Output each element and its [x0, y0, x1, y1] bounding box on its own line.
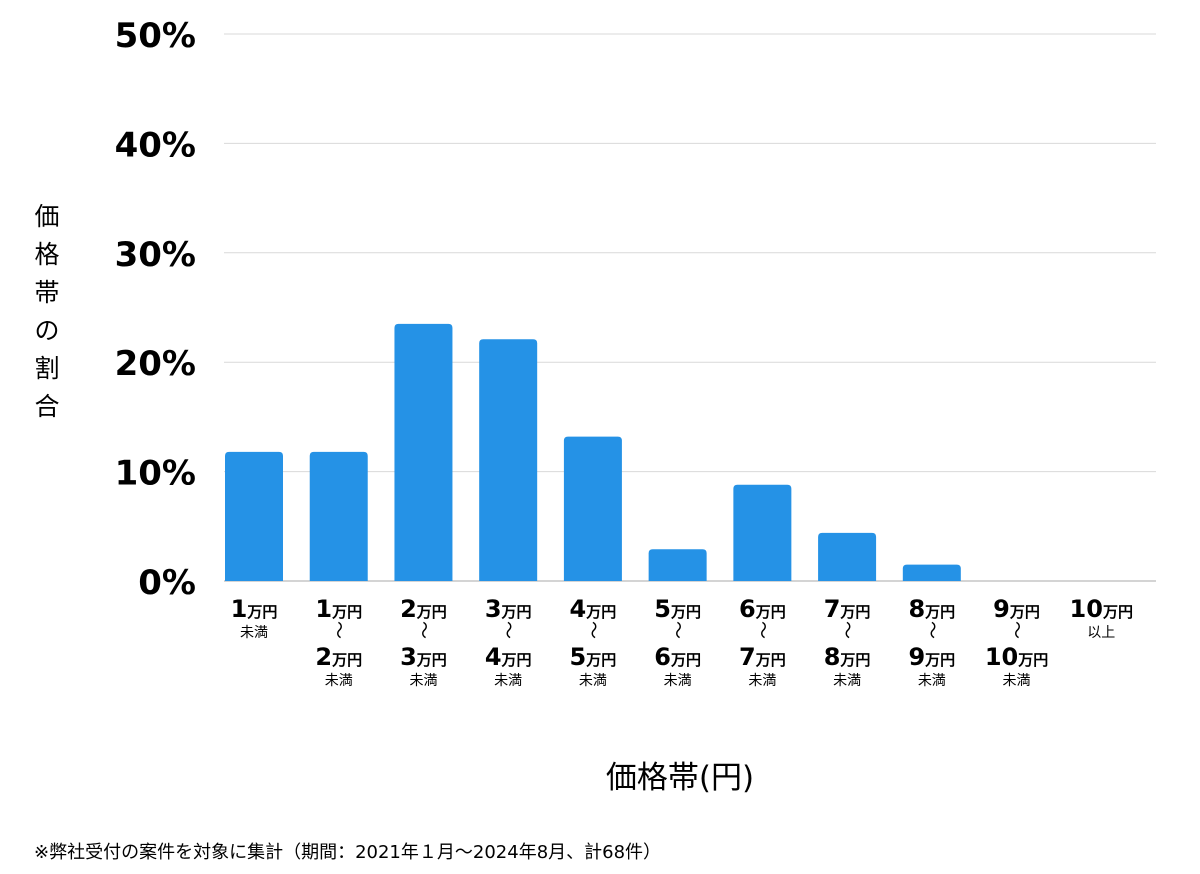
x-tick-sublabel: 未満 [1003, 673, 1031, 689]
x-tick-tilde: 〜 [836, 621, 857, 639]
x-tick-label: 1万円 [231, 595, 278, 623]
x-tick-sublabel: 以上 [1087, 625, 1115, 641]
x-tick-label: 2万円 [400, 595, 447, 623]
y-tick-label: 10% [115, 454, 196, 494]
bar [563, 436, 622, 581]
x-tick-label: 4万円 [570, 595, 617, 623]
x-tick-sublabel: 未満 [833, 673, 861, 689]
x-tick-tilde: 〜 [328, 621, 349, 639]
footnote: ※弊社受付の案件を対象に集計（期間：2021年１月〜2024年8月、計68件） [34, 842, 662, 863]
x-tick-tilde: 〜 [921, 621, 942, 639]
x-tick-label: 4万円 [485, 643, 532, 671]
bar [733, 484, 792, 581]
x-tick-sublabel: 未満 [748, 673, 776, 689]
x-tick-label: 10万円 [1070, 595, 1133, 623]
bar [648, 549, 707, 581]
x-tick-sublabel: 未満 [579, 673, 607, 689]
x-tick-label: 7万円 [824, 595, 871, 623]
x-tick-tilde: 〜 [582, 621, 603, 639]
x-tick-sublabel: 未満 [918, 673, 946, 689]
bar [394, 323, 453, 581]
x-tick-sublabel: 未満 [240, 625, 268, 641]
x-tick-sublabel: 未満 [664, 673, 692, 689]
x-tick-label: 7万円 [739, 643, 786, 671]
y-axis-label-char: 合 [34, 392, 60, 421]
x-tick-label: 8万円 [908, 595, 955, 623]
x-tick-label: 6万円 [739, 595, 786, 623]
y-axis-label-char: 帯 [34, 278, 60, 307]
y-axis-label-char: 価 [34, 202, 60, 231]
x-tick-tilde: 〜 [1006, 621, 1027, 639]
x-tick-label: 6万円 [654, 643, 701, 671]
x-axis-label: 価格帯(円) [605, 760, 755, 796]
x-tick-label: 2万円 [315, 643, 362, 671]
y-tick-label: 20% [115, 344, 196, 384]
x-tick-label: 3万円 [485, 595, 532, 623]
bar [479, 339, 538, 581]
y-tick-label: 50% [115, 16, 196, 56]
x-tick-label: 8万円 [824, 643, 871, 671]
x-tick-label: 10万円 [985, 643, 1048, 671]
y-axis-label-char: の [34, 316, 60, 345]
x-tick-tilde: 〜 [667, 621, 688, 639]
bar [309, 451, 368, 581]
y-axis-label: 価格帯の割合 [30, 198, 64, 426]
bar [225, 451, 283, 581]
y-axis-label-char: 割 [34, 354, 60, 383]
bar [818, 532, 877, 581]
x-tick-label: 5万円 [654, 595, 701, 623]
x-tick-label: 9万円 [993, 595, 1040, 623]
y-tick-label: 30% [115, 235, 196, 275]
x-tick-tilde: 〜 [412, 621, 433, 639]
x-tick-sublabel: 未満 [494, 673, 522, 689]
x-tick-tilde: 〜 [751, 621, 772, 639]
y-tick-label: 0% [138, 563, 196, 603]
y-axis-label-char: 格 [34, 240, 60, 269]
bar [902, 564, 961, 581]
x-tick-sublabel: 未満 [325, 673, 353, 689]
x-tick-sublabel: 未満 [409, 673, 437, 689]
y-tick-label: 40% [115, 125, 196, 165]
x-tick-label: 1万円 [315, 595, 362, 623]
x-tick-label: 9万円 [908, 643, 955, 671]
x-tick-tilde: 〜 [497, 621, 518, 639]
x-tick-label: 3万円 [400, 643, 447, 671]
x-tick-label: 5万円 [570, 643, 617, 671]
